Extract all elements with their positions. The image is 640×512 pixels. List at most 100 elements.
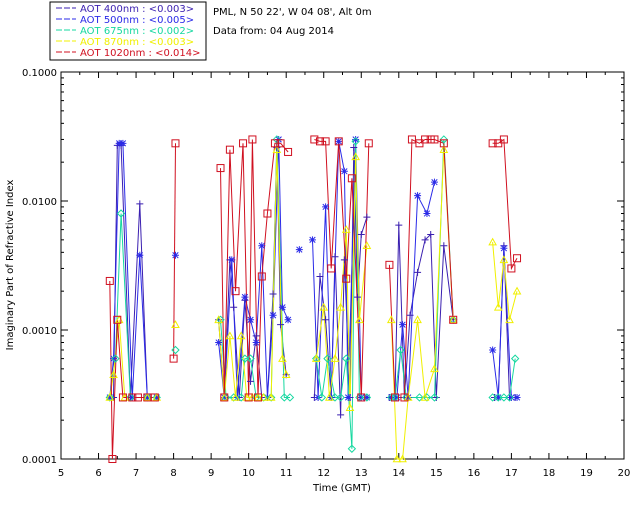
data-point xyxy=(143,393,151,401)
data-point xyxy=(266,393,276,402)
x-tick-label: 19 xyxy=(580,468,593,479)
data-point xyxy=(277,321,285,329)
data-point xyxy=(311,354,321,362)
data-point xyxy=(420,392,430,401)
data-point xyxy=(269,311,277,319)
data-point xyxy=(340,256,348,264)
data-point xyxy=(266,392,276,401)
data-point xyxy=(391,393,400,402)
data-point xyxy=(230,303,238,311)
data-point xyxy=(406,311,414,319)
data-point xyxy=(507,393,515,401)
data-point xyxy=(252,332,260,340)
data-point xyxy=(355,315,364,324)
data-point xyxy=(350,143,358,151)
x-tick-label: 8 xyxy=(170,468,176,479)
data-point xyxy=(505,393,514,402)
series-markers xyxy=(105,135,522,463)
data-point xyxy=(219,392,229,401)
data-point xyxy=(398,454,407,463)
data-point xyxy=(246,354,255,363)
data-point xyxy=(448,315,458,324)
data-point xyxy=(171,139,180,148)
data-point xyxy=(322,316,330,324)
data-point xyxy=(315,137,324,146)
y-tick-label: 0.0010 xyxy=(22,326,57,337)
data-point xyxy=(488,393,497,402)
data-point xyxy=(215,339,223,347)
data-point xyxy=(395,221,403,229)
data-point xyxy=(108,455,117,463)
data-point xyxy=(327,264,336,273)
data-point xyxy=(272,145,282,153)
x-tick-label: 11 xyxy=(280,468,293,479)
data-point xyxy=(269,290,277,298)
chart-title: PML, N 50 22', W 04 08', Alt 0m xyxy=(213,7,372,18)
data-point xyxy=(494,393,503,402)
data-point xyxy=(334,137,343,146)
series-line-3 xyxy=(315,141,367,449)
x-tick-label: 16 xyxy=(467,468,480,479)
data-point xyxy=(337,411,345,419)
series-line-4 xyxy=(390,149,454,460)
data-point xyxy=(263,209,272,218)
data-point xyxy=(253,392,263,401)
data-point xyxy=(385,260,394,269)
data-point xyxy=(336,393,345,402)
data-point xyxy=(488,139,497,148)
data-point xyxy=(171,320,180,328)
series-line-1 xyxy=(109,144,157,398)
data-point xyxy=(414,268,422,276)
data-point xyxy=(247,316,255,324)
legend-label: AOT 500nm : <0.005> xyxy=(80,15,194,26)
axis-ticks: 5 6 7 8 9 10 11 12 13 14 15 16 17 18 19 20 0.0001 0.0010 0… xyxy=(22,68,630,479)
data-point xyxy=(284,147,293,156)
data-point xyxy=(252,339,260,347)
data-point xyxy=(105,393,115,402)
data-point xyxy=(276,139,285,148)
series-line-4 xyxy=(492,242,518,320)
data-point xyxy=(414,192,422,200)
legend-label: AOT 400nm : <0.003> xyxy=(80,4,194,15)
data-point xyxy=(423,210,431,218)
data-point xyxy=(488,237,497,246)
data-point xyxy=(171,345,180,355)
legend: AOT 400nm : <0.003>AOT 500nm : <0.005>AO… xyxy=(49,1,207,61)
x-tick-label: 6 xyxy=(95,468,101,479)
x-tick-label: 20 xyxy=(618,468,631,479)
data-point xyxy=(321,137,330,146)
data-point xyxy=(357,393,365,401)
data-point xyxy=(254,393,263,402)
data-point xyxy=(280,393,289,402)
y-tick-label: 0.0001 xyxy=(22,455,57,466)
data-point xyxy=(236,331,246,340)
x-axis-label: Time (GMT) xyxy=(312,483,371,494)
data-point xyxy=(342,354,351,363)
data-point xyxy=(323,354,332,363)
data-point xyxy=(415,393,424,402)
data-point xyxy=(278,354,287,362)
data-point xyxy=(322,203,330,211)
data-point xyxy=(128,393,137,402)
legend-label: AOT 675nm : <0.002> xyxy=(80,26,194,37)
series-line-5 xyxy=(173,143,176,359)
data-point xyxy=(421,236,429,244)
data-point xyxy=(352,135,360,143)
data-point xyxy=(357,393,366,402)
data-point xyxy=(505,315,514,324)
data-point xyxy=(357,230,365,238)
x-tick-label: 15 xyxy=(430,468,443,479)
data-point xyxy=(241,293,249,301)
data-point xyxy=(499,393,509,402)
data-point xyxy=(430,135,439,144)
data-point xyxy=(270,139,279,148)
data-point xyxy=(229,393,238,402)
data-point xyxy=(128,393,136,401)
data-point xyxy=(236,393,246,402)
data-point xyxy=(342,274,351,283)
data-point xyxy=(430,393,439,402)
y-axis-label: Imaginary Part of Refractive Index xyxy=(5,180,16,351)
data-point xyxy=(422,393,432,402)
data-point xyxy=(407,135,416,144)
